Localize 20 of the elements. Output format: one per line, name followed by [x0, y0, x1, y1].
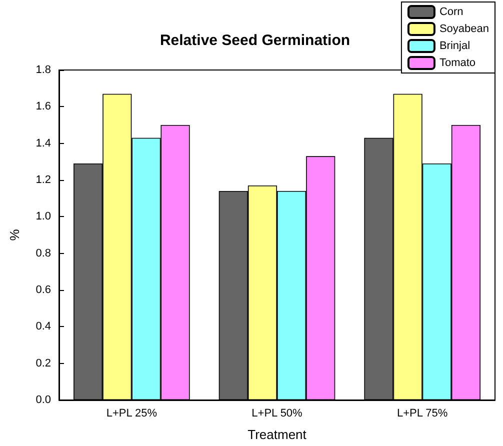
legend-label: Brinjal [439, 40, 470, 52]
x-tick-label: L+PL 75% [396, 408, 448, 420]
y-tick-label: 1.4 [36, 137, 51, 150]
legend-label: Soyabean [439, 23, 490, 35]
y-tick-label: 0.6 [36, 284, 51, 296]
x-axis-title: Treatment [248, 427, 307, 442]
chart-title: Relative Seed Germination [160, 32, 350, 49]
y-tick-label: 0.4 [36, 320, 51, 333]
x-tick-label: L+PL 50% [252, 408, 303, 420]
legend-label: Corn [439, 6, 464, 18]
y-tick-label: 1.8 [36, 64, 51, 76]
legend-label: Tomato [439, 57, 476, 69]
y-tick-label: 1.6 [36, 100, 51, 113]
y-tick-label: 0.0 [36, 394, 51, 406]
y-tick-label: 1.0 [36, 210, 51, 223]
y-axis-title: % [7, 228, 22, 241]
y-tick-label: 1.2 [36, 174, 51, 186]
y-tick-label: 0.8 [36, 247, 51, 260]
x-tick-label: L+PL 25% [106, 408, 158, 420]
y-tick-label: 0.2 [36, 357, 51, 370]
